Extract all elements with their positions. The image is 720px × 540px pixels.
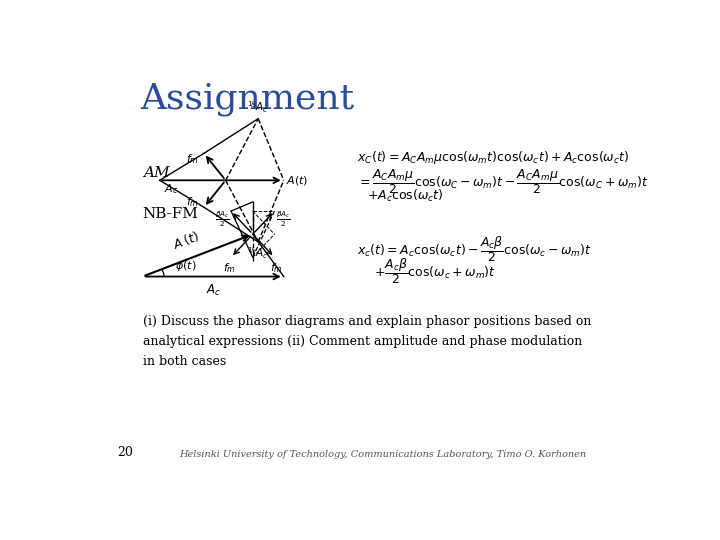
Text: Assignment: Assignment: [140, 82, 354, 116]
Text: AM: AM: [143, 166, 169, 180]
Text: $A(t)$: $A(t)$: [286, 174, 308, 187]
Text: $A\,(t)$: $A\,(t)$: [171, 228, 202, 252]
Text: $f_m$: $f_m$: [186, 195, 199, 209]
Text: $f_m$: $f_m$: [269, 261, 282, 275]
Text: $x_C(t) = A_C A_m \mu \cos(\omega_m t)\cos(\omega_c t) + A_c \cos(\omega_c t)$: $x_C(t) = A_C A_m \mu \cos(\omega_m t)\c…: [357, 150, 629, 166]
Text: $A_c$: $A_c$: [206, 283, 221, 298]
Text: 20: 20: [117, 446, 133, 459]
Text: $f_m$: $f_m$: [186, 152, 199, 166]
Text: $^{1\!/\!_3}A_c$: $^{1\!/\!_3}A_c$: [248, 246, 269, 261]
Text: NB-FM: NB-FM: [143, 207, 199, 221]
Text: Helsinki University of Technology, Communications Laboratory, Timo O. Korhonen: Helsinki University of Technology, Commu…: [179, 450, 586, 459]
Text: $\frac{\beta A_c}{2}$: $\frac{\beta A_c}{2}$: [215, 209, 230, 229]
Text: $^{1\!/\!_3}A_c$: $^{1\!/\!_3}A_c$: [248, 99, 269, 115]
Text: $\phi(t)$: $\phi(t)$: [175, 259, 197, 273]
Text: $+ A_c \cos(\omega_c t)$: $+ A_c \cos(\omega_c t)$: [366, 188, 443, 204]
Text: $\frac{\beta A_c}{2}$: $\frac{\beta A_c}{2}$: [276, 209, 291, 229]
Text: $= \dfrac{A_C A_m \mu}{2}\cos(\omega_C - \omega_m)t - \dfrac{A_C A_m \mu}{2}\cos: $= \dfrac{A_C A_m \mu}{2}\cos(\omega_C -…: [357, 167, 649, 196]
Text: $f_m$: $f_m$: [223, 261, 236, 275]
Text: $x_c(t) = A_c \cos(\omega_c t) - \dfrac{A_c \beta}{2}\cos(\omega_c - \omega_m)t$: $x_c(t) = A_c \cos(\omega_c t) - \dfrac{…: [357, 234, 593, 264]
Text: $+ \dfrac{A_c \beta}{2}\cos(\omega_c + \omega_m)t$: $+ \dfrac{A_c \beta}{2}\cos(\omega_c + \…: [374, 256, 497, 286]
Text: (i) Discuss the phasor diagrams and explain phasor positions based on
analytical: (i) Discuss the phasor diagrams and expl…: [143, 315, 591, 368]
Text: $A_c$: $A_c$: [163, 183, 178, 197]
